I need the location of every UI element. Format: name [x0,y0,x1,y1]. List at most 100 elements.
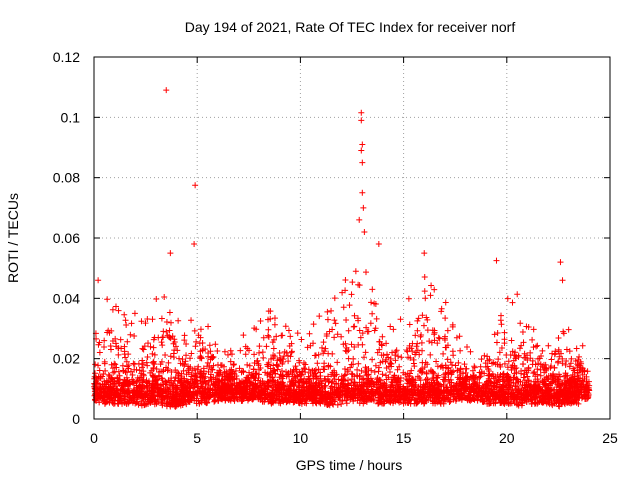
data-point [278,332,285,339]
data-point [396,399,403,406]
data-point [515,352,522,359]
data-point [167,319,174,326]
data-point [150,344,157,351]
data-point [96,349,103,356]
data-point [376,399,383,406]
data-point [112,335,119,342]
data-point [392,382,399,389]
data-point [133,385,140,392]
data-point [251,351,258,358]
data-point [420,322,427,329]
data-point [501,360,508,367]
data-point [298,376,305,383]
data-point [348,385,355,392]
data-point [139,364,146,371]
data-point [515,393,522,400]
data-point [349,279,356,286]
data-point [108,361,115,368]
data-point [442,384,449,391]
data-point [344,394,351,401]
data-point [548,386,555,393]
data-point [205,353,212,360]
data-point [160,381,167,388]
data-point [568,355,575,362]
data-point [122,317,129,324]
data-point [565,326,572,333]
data-point [145,388,152,395]
data-point [435,372,442,379]
data-point [379,333,386,340]
data-point [322,382,329,389]
data-point [494,330,501,337]
data-point [358,147,365,154]
data-point [584,380,591,387]
data-point [158,393,165,400]
data-point [237,385,244,392]
data-point [177,360,184,367]
data-point [524,373,531,380]
data-point [101,378,108,385]
data-point [141,384,148,391]
data-point [457,347,464,354]
data-point [361,228,368,235]
data-point [168,377,175,384]
data-point [180,367,187,374]
data-point [152,378,159,385]
data-point [205,377,212,384]
data-point [171,403,178,410]
data-point [284,398,291,405]
data-point [315,351,322,358]
data-point [92,361,99,368]
data-point [118,395,125,402]
data-point [148,392,155,399]
data-point [421,250,428,257]
data-point [221,348,228,355]
x-tick-label: 10 [293,430,309,446]
data-point [190,384,197,391]
data-point [398,354,405,361]
data-point [548,394,555,401]
data-point [246,362,253,369]
data-point [440,376,447,383]
y-tick-label: 0.04 [53,290,80,306]
data-point [221,381,228,388]
data-point [377,394,384,401]
data-point [158,315,165,322]
data-point [520,360,527,367]
data-point [237,347,244,354]
data-point [489,389,496,396]
data-point [296,357,303,364]
data-point [529,336,536,343]
data-point [277,371,284,378]
data-point [414,373,421,380]
data-point [490,359,497,366]
data-point [359,189,366,196]
data-point [172,374,179,381]
data-point [363,367,370,374]
data-point [114,392,121,399]
data-point [469,374,476,381]
data-point [230,361,237,368]
data-point [306,330,313,337]
data-point [313,400,320,407]
data-point [325,379,332,386]
data-point [279,360,286,367]
data-point [196,355,203,362]
data-point [428,339,435,346]
data-point [340,304,347,311]
data-point [371,369,378,376]
data-point [505,358,512,365]
data-point [328,398,335,405]
data-point [455,359,462,366]
data-point [265,308,272,315]
data-point [341,365,348,372]
data-point [376,338,383,345]
data-point [434,392,441,399]
data-point [167,353,174,360]
data-point [181,396,188,403]
data-point [184,378,191,385]
data-point [273,333,280,340]
data-point [112,383,119,390]
data-point [345,355,352,362]
data-point [371,300,378,307]
